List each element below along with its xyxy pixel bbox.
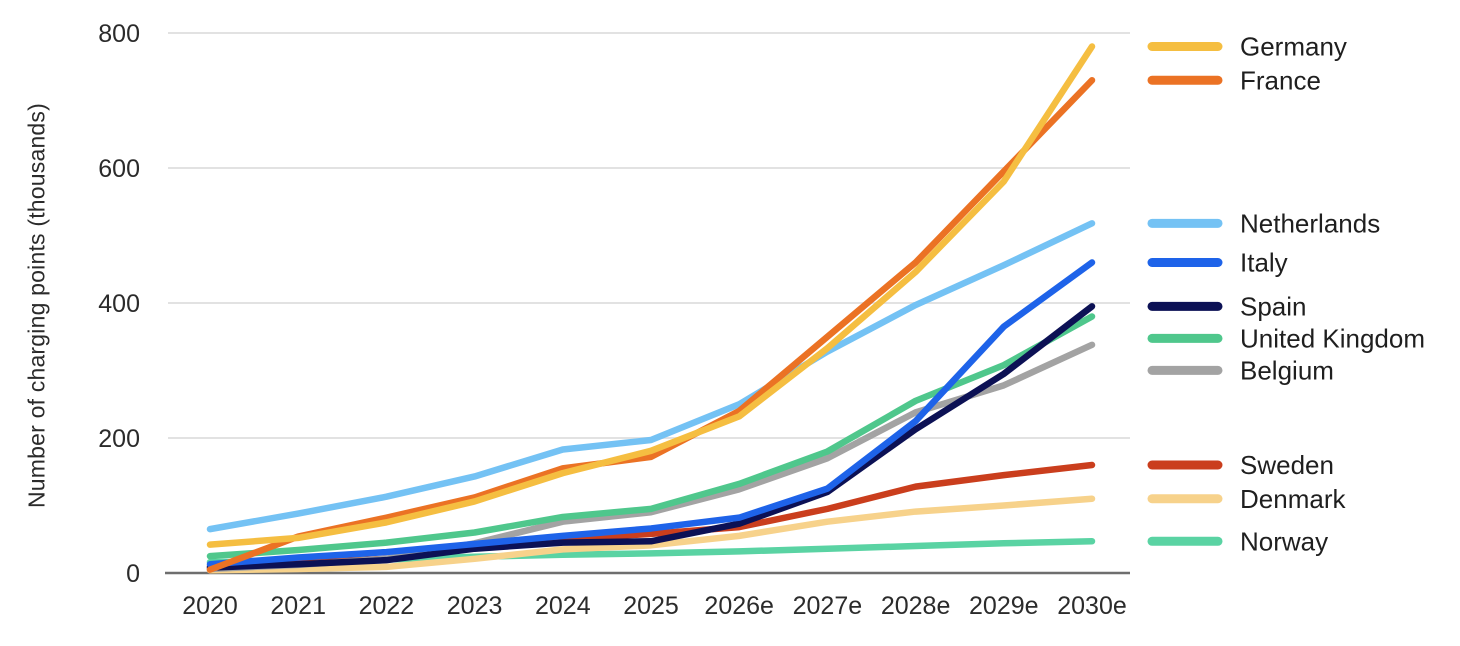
y-tick-label: 400 — [98, 290, 140, 318]
x-tick-label: 2024 — [535, 592, 591, 620]
legend-label: Italy — [1240, 248, 1288, 278]
x-tick-label: 2027e — [793, 592, 863, 620]
y-tick-label: 0 — [126, 560, 140, 588]
line-france — [206, 77, 1096, 573]
legend-item-italy: Italy — [1147, 248, 1288, 278]
legend-item-sweden: Sweden — [1147, 450, 1334, 480]
legend-item-germany: Germany — [1147, 32, 1347, 62]
x-tick-label: 2030e — [1057, 592, 1127, 620]
y-tick-label: 800 — [98, 20, 140, 48]
x-tick-label: 2023 — [447, 592, 503, 620]
legend-label: Netherlands — [1240, 208, 1380, 238]
line-spain — [206, 303, 1096, 571]
x-tick-label: 2029e — [969, 592, 1039, 620]
x-tick-label: 2021 — [270, 592, 326, 620]
legend-label: Denmark — [1240, 484, 1346, 514]
x-tick-label: 2020 — [182, 592, 238, 620]
legend-item-denmark: Denmark — [1147, 484, 1346, 514]
x-tick-label: 2025 — [623, 592, 679, 620]
x-tick-label: 2022 — [359, 592, 415, 620]
legend-label: Germany — [1240, 32, 1347, 62]
x-tick-label: 2026e — [704, 592, 774, 620]
legend-item-norway: Norway — [1147, 526, 1328, 556]
line-germany — [206, 43, 1096, 548]
legend-item-spain: Spain — [1147, 291, 1307, 321]
line-italy — [206, 259, 1096, 568]
y-tick-label: 600 — [98, 155, 140, 183]
legend-label: United Kingdom — [1240, 323, 1425, 353]
legend-item-belgium: Belgium — [1147, 355, 1334, 385]
legend-item-netherlands: Netherlands — [1147, 208, 1380, 238]
line-denmark — [206, 495, 1096, 574]
legend-label: Sweden — [1240, 450, 1334, 480]
legend-item-france: France — [1147, 65, 1321, 95]
legend-label: Belgium — [1240, 355, 1334, 385]
legend-label: Norway — [1240, 526, 1328, 556]
legend-label: France — [1240, 65, 1321, 95]
x-tick-label: 2028e — [881, 592, 951, 620]
legend-label: Spain — [1240, 291, 1307, 321]
line-netherlands — [206, 220, 1096, 533]
legend-item-united-kingdom: United Kingdom — [1147, 323, 1425, 353]
line-united-kingdom — [206, 313, 1096, 560]
y-tick-label: 200 — [98, 425, 140, 453]
